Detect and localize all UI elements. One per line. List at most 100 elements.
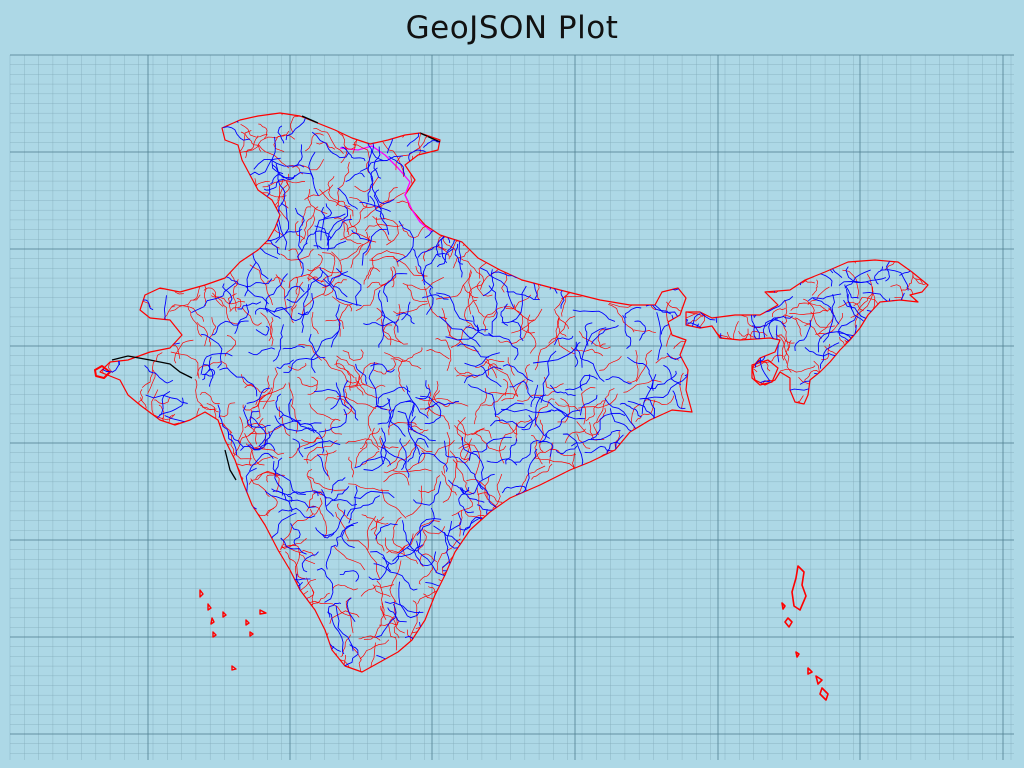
district-boundary — [550, 174, 556, 199]
district-boundary — [121, 140, 136, 168]
district-boundary — [517, 225, 540, 237]
state-boundary — [633, 452, 646, 477]
state-boundary — [454, 243, 464, 265]
district-boundary — [392, 468, 432, 473]
district-boundary — [670, 482, 702, 504]
district-boundary — [358, 635, 381, 641]
district-boundary — [518, 465, 546, 495]
district-boundary — [325, 319, 344, 330]
state-boundary — [311, 330, 340, 374]
state-boundary — [436, 187, 469, 223]
state-boundary — [554, 335, 574, 346]
state-boundary — [425, 655, 436, 672]
state-boundary — [127, 161, 155, 177]
state-boundary — [617, 475, 646, 480]
state-boundary — [322, 509, 346, 537]
state-boundary — [506, 291, 540, 301]
district-boundary — [235, 618, 242, 642]
boundary-edge-north — [301, 115, 441, 143]
district-boundary — [907, 303, 919, 340]
state-boundary — [641, 534, 673, 561]
state-boundary — [656, 312, 663, 361]
state-boundary — [653, 168, 670, 200]
state-boundary — [387, 607, 407, 623]
state-boundary — [100, 120, 113, 134]
district-boundary — [312, 632, 329, 650]
district-boundary — [525, 364, 530, 390]
state-boundary — [481, 635, 495, 655]
kutch-coast — [94, 365, 111, 379]
state-boundary — [480, 142, 508, 170]
district-boundary — [775, 333, 792, 373]
district-boundary — [492, 473, 503, 520]
state-boundary — [211, 320, 249, 336]
district-boundary — [402, 276, 444, 291]
state-boundary — [369, 195, 385, 220]
state-boundary — [694, 235, 707, 276]
state-boundary — [412, 481, 442, 506]
district-boundary — [495, 415, 518, 435]
district-boundary — [330, 418, 343, 435]
state-boundary — [643, 190, 666, 222]
state-boundary — [138, 574, 150, 616]
state-boundary — [647, 369, 693, 399]
state-boundary — [892, 300, 908, 316]
district-boundary — [228, 489, 234, 527]
state-boundary — [203, 600, 223, 634]
district-boundary — [657, 224, 665, 246]
boundary-edge-west — [111, 355, 193, 379]
state-boundary — [337, 187, 358, 210]
district-boundary — [170, 351, 200, 379]
state-boundary — [145, 394, 188, 404]
district-boundary — [502, 378, 509, 396]
district-boundary — [575, 577, 585, 615]
state-boundary — [354, 456, 391, 469]
state-boundary — [507, 551, 519, 580]
state-boundary — [563, 265, 608, 282]
state-boundary — [794, 319, 812, 352]
state-boundary — [495, 152, 550, 159]
state-boundary — [316, 454, 329, 477]
state-boundary — [164, 144, 188, 157]
district-boundary — [348, 456, 354, 478]
state-boundary — [527, 261, 538, 300]
district-boundary — [195, 658, 217, 667]
state-boundary — [754, 296, 794, 317]
district-boundary — [578, 393, 618, 409]
state-boundary — [274, 457, 284, 496]
state-boundary — [747, 240, 776, 277]
state-boundary — [137, 148, 156, 182]
district-boundary — [199, 391, 220, 404]
state-boundary — [627, 400, 656, 441]
grid — [9, 54, 1014, 760]
district-boundary — [734, 267, 764, 286]
district-boundary — [656, 197, 686, 203]
district-boundary — [288, 248, 303, 269]
state-boundary — [272, 578, 311, 599]
district-boundary — [485, 232, 500, 246]
district-boundary — [100, 621, 113, 648]
district-boundary — [148, 561, 181, 579]
state-boundary — [341, 522, 359, 549]
district-boundary — [782, 257, 817, 270]
state-boundary — [880, 269, 909, 291]
state-boundary — [100, 634, 131, 645]
district-boundary — [508, 543, 550, 563]
state-boundary — [443, 440, 458, 458]
district-boundary — [811, 279, 818, 296]
state-boundary — [501, 320, 524, 342]
district-boundary — [539, 419, 544, 452]
state-boundary — [315, 213, 346, 250]
state-boundary — [244, 541, 253, 557]
district-boundary — [354, 176, 379, 193]
state-boundary — [553, 572, 565, 605]
district-boundary — [524, 528, 541, 554]
district-boundary — [244, 433, 285, 455]
district-boundary — [101, 303, 126, 321]
district-boundary — [506, 561, 528, 573]
district-boundary — [234, 550, 254, 583]
district-boundary — [526, 604, 539, 646]
state-boundary — [481, 528, 517, 546]
state-boundary — [162, 251, 183, 280]
state-boundary — [279, 595, 288, 619]
